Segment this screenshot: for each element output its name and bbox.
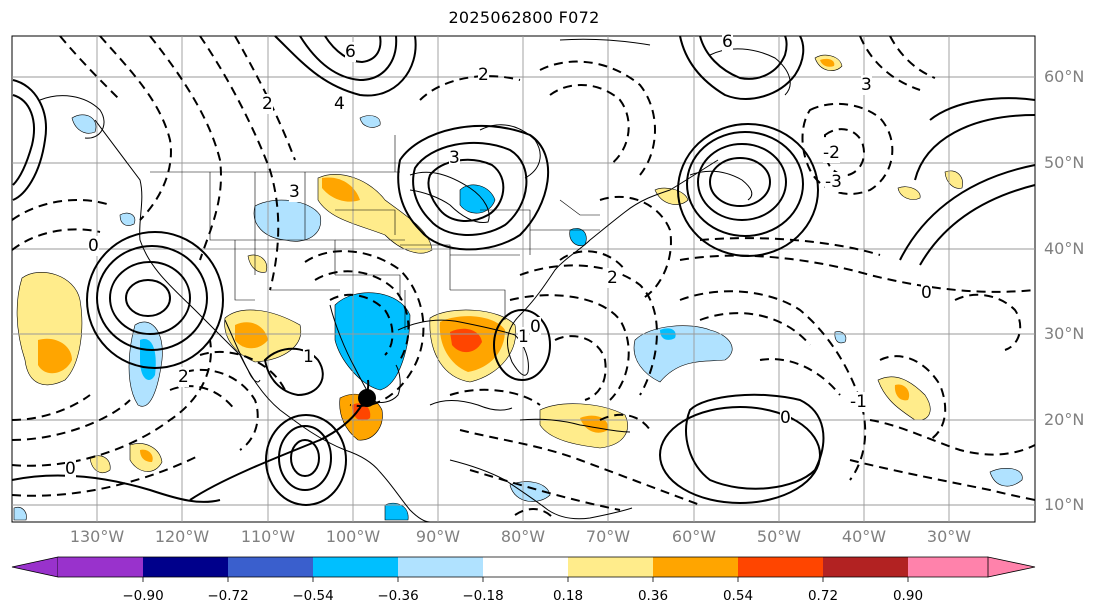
contour-label: 2 — [178, 367, 189, 387]
colorbar-tick-label: −0.90 — [122, 588, 164, 604]
storm-center-marker — [358, 389, 376, 407]
lat-label-20n: 20°N — [1044, 410, 1085, 429]
lat-label-40n: 40°N — [1044, 239, 1085, 258]
colorbar-segment — [568, 557, 653, 577]
lon-label-90w: 90°W — [415, 527, 461, 546]
contour-label: 1 — [303, 347, 314, 367]
contour-label: 2 — [262, 94, 273, 114]
lat-label-10n: 10°N — [1044, 495, 1085, 514]
lon-label-130w: 130°W — [69, 527, 125, 546]
lat-label-30n: 30°N — [1044, 324, 1085, 343]
lon-label-80w: 80°W — [500, 527, 546, 546]
colorbar-segment — [987, 556, 1036, 578]
contour-label: -2 — [823, 143, 840, 163]
colorbar-segment — [653, 557, 738, 577]
negative-contours — [11, 35, 1036, 521]
lon-label-30w: 30°W — [926, 527, 972, 546]
state-boundaries — [150, 135, 600, 330]
colorbar-segment — [143, 557, 228, 577]
colorbar-segment — [908, 557, 988, 577]
contour-label: 2 — [607, 268, 618, 288]
contour-label: 3 — [449, 148, 460, 168]
map-frame — [11, 35, 1036, 523]
positive-contours — [11, 35, 1036, 506]
contour-label: 3 — [861, 75, 872, 95]
colorbar-tick-label: −0.72 — [207, 588, 249, 604]
contour-label: -1 — [850, 392, 867, 412]
colorbar-segment — [11, 556, 59, 578]
colorbar — [11, 556, 1036, 582]
lon-label-40w: 40°W — [841, 527, 887, 546]
lat-label-50n: 50°N — [1044, 153, 1085, 172]
colorbar-tick-label: 0.54 — [722, 588, 754, 604]
colorbar-tick-label: −0.18 — [462, 588, 504, 604]
colorbar-tick-label: 0.72 — [807, 588, 839, 604]
colorbar-tick-label: 0.90 — [892, 588, 924, 604]
lon-label-50w: 50°W — [756, 527, 802, 546]
lon-label-120w: 120°W — [154, 527, 210, 546]
lon-label-70w: 70°W — [585, 527, 631, 546]
colorbar-tick-label: −0.36 — [377, 588, 419, 604]
colorbar-segment — [823, 557, 908, 577]
lon-label-60w: 60°W — [671, 527, 717, 546]
contour-label: 0 — [65, 459, 76, 479]
colorbar-segment — [58, 557, 143, 577]
contour-label: -3 — [825, 172, 842, 192]
lat-label-60n: 60°N — [1044, 67, 1085, 86]
contour-label: 6 — [722, 32, 733, 52]
contour-label: 3 — [289, 182, 300, 202]
contour-label: 4 — [334, 94, 345, 114]
colorbar-segment — [228, 557, 313, 577]
contour-label: 0 — [780, 408, 791, 428]
contour-label: 0 — [530, 317, 541, 337]
colorbar-tick-label: −0.54 — [292, 588, 334, 604]
colorbar-segment — [738, 557, 823, 577]
map-title: 2025062800 F072 — [448, 8, 600, 27]
colorbar-tick-label: 0.18 — [552, 588, 584, 604]
positive-anomaly-shading — [16, 54, 963, 473]
lon-label-110w: 110°W — [240, 527, 296, 546]
contour-label: 0 — [88, 236, 99, 256]
contour-label: 1 — [518, 327, 529, 347]
colorbar-segment — [313, 557, 398, 577]
colorbar-segment — [483, 557, 568, 577]
contour-label: 2 — [478, 65, 489, 85]
contour-label: 6 — [345, 42, 356, 62]
colorbar-tick-label: 0.36 — [637, 588, 669, 604]
contour-label: 0 — [921, 283, 932, 303]
colorbar-segment — [398, 557, 483, 577]
lon-label-100w: 100°W — [325, 527, 381, 546]
